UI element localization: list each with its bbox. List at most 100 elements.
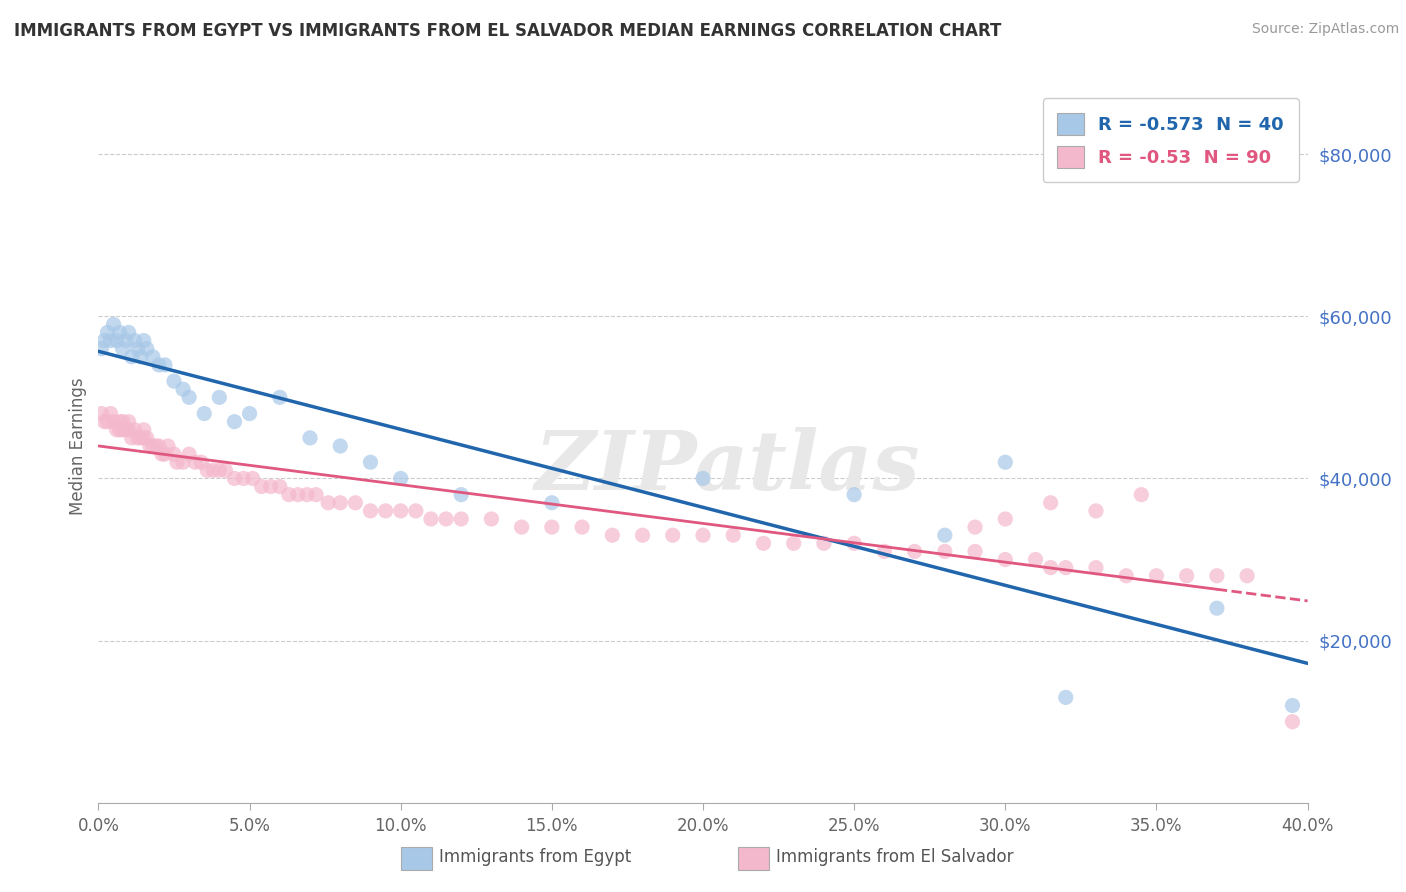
Point [96,415,118,429]
Point [96,326,118,340]
Point [108,423,131,437]
Point [105,334,128,348]
Point [1054,690,1077,705]
Point [132,431,155,445]
Point [434,512,457,526]
Point [1281,714,1303,729]
Point [166,455,188,469]
Point [540,520,562,534]
Point [142,439,165,453]
Point [374,504,396,518]
Point [1039,560,1062,574]
Point [305,488,328,502]
Point [118,415,141,429]
Point [172,455,194,469]
Text: Immigrants from Egypt: Immigrants from Egypt [439,848,631,866]
Point [90,407,112,421]
Point [1236,568,1258,582]
Point [214,463,236,477]
Point [177,390,201,404]
Point [224,415,246,429]
Point [135,431,157,445]
Point [132,423,155,437]
Point [190,455,212,469]
Point [195,463,218,477]
Point [127,431,149,445]
Point [103,318,125,332]
Point [148,439,170,453]
Point [1206,601,1229,615]
Point [1039,496,1062,510]
Point [661,528,683,542]
Point [118,326,141,340]
Point [450,512,472,526]
Point [1206,568,1229,582]
Point [934,544,956,558]
Point [965,544,987,558]
Point [153,358,176,372]
Point [153,447,176,461]
Point [202,463,225,477]
Point [111,423,134,437]
Point [813,536,835,550]
Y-axis label: Median Earnings: Median Earnings [69,377,87,515]
Point [277,488,299,502]
Point [156,439,179,453]
Point [405,504,427,518]
Point [873,544,896,558]
Point [111,415,134,429]
Point [1115,568,1137,582]
Point [139,439,162,453]
Point [344,496,367,510]
Point [934,528,956,542]
Point [250,479,273,493]
Point [142,350,165,364]
Point [239,407,262,421]
Point [360,455,382,469]
Point [132,334,155,348]
Point [1054,560,1077,574]
Point [103,415,125,429]
Point [172,382,194,396]
Point [692,471,714,485]
Point [419,512,441,526]
Point [721,528,744,542]
Text: Source: ZipAtlas.com: Source: ZipAtlas.com [1251,22,1399,37]
Point [121,431,143,445]
Text: ZIPatlas: ZIPatlas [534,427,920,508]
Point [782,536,804,550]
Point [108,415,131,429]
Point [121,350,143,364]
Point [329,496,352,510]
Point [111,342,134,356]
Point [114,423,136,437]
Point [129,431,152,445]
Point [100,334,122,348]
Point [450,488,472,502]
Point [904,544,927,558]
Point [232,471,254,485]
Point [90,342,112,356]
Point [150,447,173,461]
Point [299,431,322,445]
Point [540,496,562,510]
Point [118,423,141,437]
Point [208,463,231,477]
Point [602,528,624,542]
Point [844,536,866,550]
Point [224,471,246,485]
Point [481,512,503,526]
Point [692,528,714,542]
Point [389,471,412,485]
Text: Immigrants from El Salvador: Immigrants from El Salvador [776,848,1014,866]
Point [93,415,115,429]
Point [994,552,1017,566]
Point [295,488,318,502]
Point [287,488,309,502]
Point [93,334,115,348]
Point [135,342,157,356]
Point [360,504,382,518]
Point [260,479,283,493]
Point [124,423,146,437]
Point [1130,488,1153,502]
